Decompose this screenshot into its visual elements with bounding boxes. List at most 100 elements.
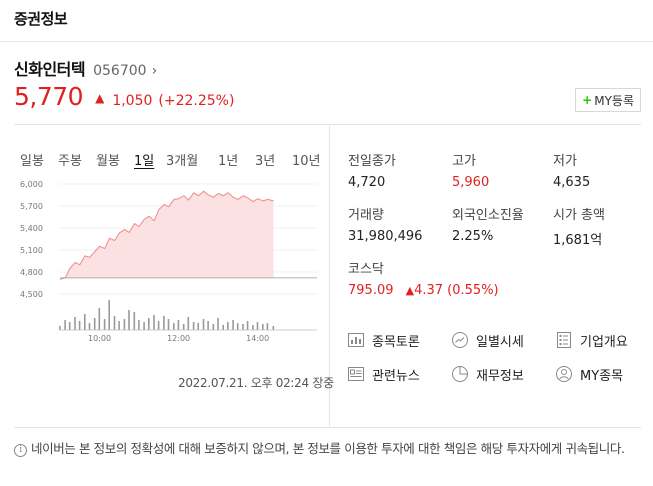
info-value: 795.09 ▲4.37 (0.55%) <box>348 283 499 298</box>
link-daily-price[interactable]: 일별시세 <box>450 330 524 350</box>
link-discussion[interactable]: 종목토론 <box>346 330 420 350</box>
x-tick-label: 14:00 <box>246 334 269 343</box>
volume-bar <box>173 323 175 330</box>
pie-chart-icon <box>450 364 470 384</box>
info-label: 고가 <box>452 154 476 169</box>
stock-code[interactable]: 056700 <box>93 63 147 79</box>
volume-bar <box>64 320 66 330</box>
volume-bar <box>167 319 170 330</box>
tab-period-3y[interactable]: 3년 <box>255 154 276 169</box>
info-label: 시가 총액 <box>553 208 605 223</box>
news-icon <box>346 364 366 384</box>
x-tick-label: 10:00 <box>88 334 111 343</box>
disclaimer: i 네이버는 본 정보의 정확성에 대해 보증하지 않으며, 본 정보를 이용한 … <box>14 440 644 458</box>
volume-bar <box>187 317 190 330</box>
price-line <box>59 190 274 280</box>
info-label: 전일종가 <box>348 154 396 169</box>
info-label: 거래량 <box>348 208 384 223</box>
tab-period-1y[interactable]: 1년 <box>218 154 239 169</box>
link-label: 관련뉴스 <box>372 368 420 384</box>
volume-bar <box>236 323 239 330</box>
volume-bar <box>163 316 165 330</box>
my-register-button[interactable]: + MY등록 <box>575 88 641 112</box>
info-label: 외국인소진율 <box>452 208 524 223</box>
link-label: 재무정보 <box>476 368 524 384</box>
volume-bar <box>177 320 180 330</box>
tab-period-month[interactable]: 월봉 <box>96 154 120 169</box>
volume-bar <box>84 314 86 330</box>
info-value: 1,681억 <box>553 233 603 248</box>
volume-bar <box>246 321 249 330</box>
volume-bar <box>217 318 219 330</box>
info-volume: 거래량 31,980,496 <box>348 204 422 244</box>
stock-name[interactable]: 신화인터텍 <box>14 60 86 79</box>
info-low: 저가 4,635 <box>553 150 590 190</box>
link-my-stocks[interactable]: MY종목 <box>554 364 623 384</box>
volume-bar <box>192 322 195 330</box>
page-title: 증권정보 <box>14 10 68 28</box>
link-company[interactable]: 기업개요 <box>554 330 628 350</box>
info-label: 저가 <box>553 154 577 169</box>
volume-bar <box>153 315 155 330</box>
user-icon <box>554 364 574 384</box>
volume-bar <box>133 312 136 330</box>
tab-period-week[interactable]: 주봉 <box>58 154 82 169</box>
volume-bar <box>222 325 224 330</box>
chat-icon <box>346 330 366 350</box>
volume-bar <box>256 322 259 330</box>
price-row: 5,770 ▲ 1,050 (+22.25%) <box>14 82 234 111</box>
tab-period-day[interactable]: 일봉 <box>20 154 44 169</box>
my-register-label: MY등록 <box>594 93 634 108</box>
plus-icon: + <box>582 93 593 107</box>
volume-bar <box>262 324 264 330</box>
volume-bar <box>207 321 209 330</box>
kosdaq-change: 4.37 (0.55%) <box>414 283 499 298</box>
info-value: 2.25% <box>452 229 494 244</box>
period-tabs: 일봉 주봉 월봉 1일 3개월 1년 3년 10년 <box>20 150 324 169</box>
volume-bar <box>78 321 81 330</box>
stock-panel <box>14 124 641 428</box>
tab-period-1d[interactable]: 1일 <box>134 154 155 169</box>
info-kosdaq: 코스닥 795.09 ▲4.37 (0.55%) <box>348 258 499 298</box>
link-label: MY종목 <box>580 368 624 384</box>
volume-bar <box>118 321 120 330</box>
document-icon <box>554 330 574 350</box>
link-financial[interactable]: 재무정보 <box>450 364 524 384</box>
link-label: 기업개요 <box>580 334 628 350</box>
volume-bar <box>252 325 254 330</box>
y-tick-label: 5,700 <box>20 202 43 211</box>
info-label: 코스닥 <box>348 262 384 277</box>
volume-bar <box>148 318 150 330</box>
intraday-chart[interactable]: 6,000 5,700 5,400 5,100 4,800 4,500 10:00 12:0… <box>20 172 320 348</box>
link-news[interactable]: 관련뉴스 <box>346 364 420 384</box>
x-tick-label: 12:00 <box>167 334 190 343</box>
info-value: 31,980,496 <box>348 229 423 244</box>
timestamp: 2022.07.21. 오후 02:24 장중 <box>178 376 334 390</box>
volume-bar <box>202 319 205 330</box>
disclaimer-text: 네이버는 본 정보의 정확성에 대해 보증하지 않으며, 본 정보를 이용한 투… <box>31 441 625 456</box>
volume-bar <box>266 323 269 330</box>
stock-name-row[interactable]: 신화인터텍 056700 › <box>14 56 158 79</box>
tab-period-10y[interactable]: 10년 <box>292 154 321 169</box>
price-area <box>60 191 274 280</box>
info-prev-close: 전일종가 4,720 <box>348 150 396 190</box>
volume-bar <box>212 324 215 330</box>
link-label: 일별시세 <box>476 334 524 350</box>
volume-bar <box>157 321 160 330</box>
y-tick-label: 5,400 <box>20 224 43 233</box>
y-tick-label: 4,800 <box>20 268 43 277</box>
info-market-cap: 시가 총액 1,681억 <box>553 204 605 248</box>
volume-bar <box>197 323 199 330</box>
volume-bar <box>108 300 110 330</box>
volume-bar <box>128 310 130 330</box>
y-tick-label: 6,000 <box>20 180 43 189</box>
volume-bar <box>143 322 145 330</box>
up-arrow-icon: ▲ <box>95 91 105 105</box>
tab-period-3m[interactable]: 3개월 <box>166 154 199 169</box>
volume-bar <box>227 322 229 330</box>
info-foreign-ratio: 외국인소진율 2.25% <box>452 204 524 244</box>
chevron-right-icon[interactable]: › <box>151 63 158 79</box>
volume-bar <box>272 326 275 330</box>
current-price: 5,770 <box>14 82 84 111</box>
volume-bar <box>242 324 244 330</box>
